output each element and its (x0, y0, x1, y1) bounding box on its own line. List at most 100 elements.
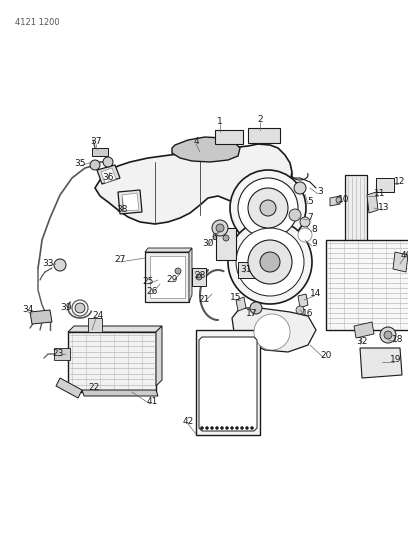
Circle shape (175, 268, 181, 274)
Circle shape (254, 314, 290, 350)
Polygon shape (68, 326, 162, 332)
Text: 5: 5 (307, 198, 313, 206)
Text: 26: 26 (146, 287, 157, 296)
Circle shape (248, 240, 292, 284)
Bar (88, 318, 102, 332)
Text: 37: 37 (90, 138, 102, 147)
Text: 12: 12 (394, 177, 406, 187)
Polygon shape (172, 137, 240, 162)
Text: 34: 34 (22, 305, 34, 314)
Bar (145, 252, 189, 302)
Text: 29: 29 (166, 276, 178, 285)
Polygon shape (145, 248, 192, 252)
Text: 28: 28 (194, 271, 206, 280)
Text: 21: 21 (198, 295, 210, 304)
Circle shape (235, 426, 239, 430)
Polygon shape (101, 168, 116, 183)
Text: 35: 35 (74, 159, 86, 168)
Circle shape (103, 157, 113, 167)
Bar (196, 330, 260, 435)
Text: 11: 11 (374, 190, 386, 198)
Text: 16: 16 (302, 310, 314, 319)
Bar (345, 175, 367, 250)
Polygon shape (298, 294, 308, 308)
Circle shape (248, 188, 288, 228)
Circle shape (206, 426, 208, 430)
Circle shape (158, 276, 166, 284)
Bar (376, 178, 394, 192)
Circle shape (223, 235, 229, 241)
Circle shape (215, 426, 219, 430)
Bar (155, 274, 165, 282)
Circle shape (251, 426, 253, 430)
Text: 30: 30 (202, 239, 214, 248)
Text: 8: 8 (311, 225, 317, 235)
Circle shape (75, 303, 85, 313)
Text: 31: 31 (240, 265, 252, 274)
Circle shape (220, 426, 224, 430)
Text: 3: 3 (317, 188, 323, 197)
Circle shape (216, 224, 224, 232)
Circle shape (246, 426, 248, 430)
Text: 24: 24 (92, 311, 104, 320)
Polygon shape (30, 310, 52, 324)
Text: 38: 38 (116, 206, 128, 214)
Circle shape (54, 259, 66, 271)
Bar (215, 130, 243, 144)
Polygon shape (95, 144, 292, 224)
Circle shape (72, 300, 88, 316)
Polygon shape (330, 196, 340, 206)
Circle shape (200, 426, 204, 430)
Circle shape (212, 220, 228, 236)
Circle shape (238, 178, 298, 238)
Bar (192, 268, 206, 286)
Text: 27: 27 (114, 255, 126, 264)
Circle shape (90, 160, 100, 170)
Text: 20: 20 (320, 351, 332, 360)
Circle shape (260, 252, 280, 272)
Text: 19: 19 (390, 356, 402, 365)
Text: 6: 6 (211, 233, 217, 243)
Text: 36: 36 (102, 174, 114, 182)
Polygon shape (82, 390, 158, 396)
Bar (248, 128, 280, 143)
Circle shape (296, 306, 304, 314)
Text: 23: 23 (52, 350, 64, 359)
Bar (92, 148, 108, 156)
Text: 25: 25 (142, 278, 154, 287)
Text: 18: 18 (392, 335, 404, 344)
Circle shape (226, 426, 228, 430)
Circle shape (230, 170, 306, 246)
Circle shape (294, 182, 306, 194)
Polygon shape (393, 252, 408, 272)
Bar (68, 332, 156, 392)
Bar (238, 262, 254, 278)
Polygon shape (189, 248, 192, 302)
Polygon shape (122, 193, 139, 211)
Text: 41: 41 (146, 398, 157, 407)
Circle shape (211, 426, 213, 430)
Polygon shape (367, 192, 378, 213)
Polygon shape (56, 378, 82, 398)
Text: 7: 7 (307, 214, 313, 222)
Circle shape (300, 217, 310, 227)
Polygon shape (97, 165, 120, 184)
Bar (54, 348, 70, 360)
Text: 22: 22 (89, 384, 100, 392)
Text: 10: 10 (338, 196, 350, 205)
Polygon shape (354, 322, 374, 338)
Polygon shape (199, 337, 257, 431)
Text: 17: 17 (246, 310, 258, 319)
Circle shape (289, 209, 301, 221)
Text: 32: 32 (356, 337, 368, 346)
Bar (216, 228, 236, 260)
Text: 2: 2 (257, 116, 263, 125)
Circle shape (240, 426, 244, 430)
Circle shape (231, 426, 233, 430)
Circle shape (384, 331, 392, 339)
Circle shape (260, 200, 276, 216)
Text: 9: 9 (311, 239, 317, 248)
Circle shape (236, 228, 304, 296)
Bar (150, 256, 185, 298)
Text: 40: 40 (400, 252, 408, 261)
